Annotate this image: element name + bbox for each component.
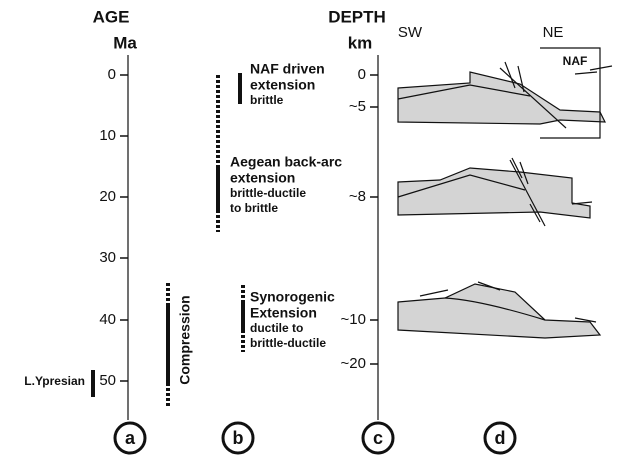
event-title: extension <box>250 77 315 93</box>
age-tick-label: 0 <box>108 66 116 83</box>
depth-unit: km <box>348 33 373 52</box>
event-detail: to brittle <box>230 201 278 215</box>
figure: AGE Ma DEPTH km SW NE 0 10 20 30 40 50 0 ~5 ~8 ~1… <box>0 0 619 462</box>
event-title: extension <box>230 170 295 186</box>
section-block <box>398 168 590 218</box>
depth-tick-label: ~10 <box>341 311 366 328</box>
event-detail: brittle <box>250 93 284 107</box>
age-tick-label: 50 <box>99 372 116 389</box>
compression-label: Compression <box>177 295 193 384</box>
event-detail: brittle-ductile <box>230 186 306 200</box>
event-title: Extension <box>250 305 317 321</box>
naf-label: NAF <box>563 54 588 68</box>
headers: AGE Ma DEPTH km SW NE <box>93 7 564 52</box>
stage-label: L.Ypresian <box>24 374 85 388</box>
cross-sections: NAF <box>398 48 612 338</box>
event-detail: ductile to <box>250 321 303 335</box>
panel-letter: a <box>125 428 136 448</box>
section-block <box>398 72 605 124</box>
age-tick-label: 40 <box>99 311 116 328</box>
depth-title: DEPTH <box>328 7 386 26</box>
depth-tick-label: 0 <box>358 66 366 83</box>
ne-label: NE <box>543 24 564 41</box>
panel-letters: a b c d <box>115 423 515 453</box>
section-block <box>398 284 600 338</box>
depth-tick-label: ~8 <box>349 188 366 205</box>
age-tick-label: 20 <box>99 188 116 205</box>
panel-letter: b <box>233 428 244 448</box>
age-unit: Ma <box>113 33 137 52</box>
column-b: Compression L.Ypresian <box>24 73 243 407</box>
depth-tick-label: ~5 <box>349 98 366 115</box>
age-title: AGE <box>93 7 130 26</box>
axes: 0 10 20 30 40 50 0 ~5 ~8 ~10 ~20 <box>99 55 378 420</box>
depth-tick-label: ~20 <box>341 355 366 372</box>
panel-letter: d <box>495 428 506 448</box>
age-tick-label: 10 <box>99 127 116 144</box>
event-title: Aegean back-arc <box>230 154 342 170</box>
event-title: NAF driven <box>250 61 325 77</box>
panel-letter: c <box>373 428 383 448</box>
sw-label: SW <box>398 24 423 41</box>
event-detail: brittle-ductile <box>250 336 326 350</box>
age-tick-label: 30 <box>99 249 116 266</box>
event-title: Synorogenic <box>250 289 335 305</box>
